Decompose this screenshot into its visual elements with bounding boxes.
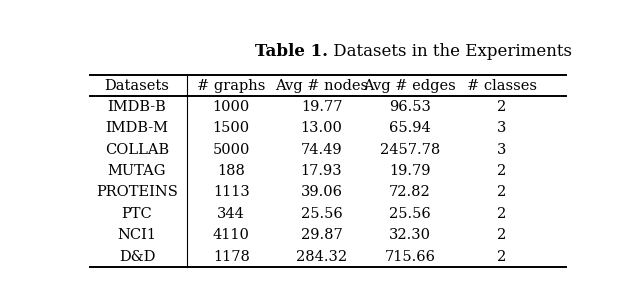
Text: 1178: 1178	[213, 250, 250, 264]
Text: 3: 3	[497, 121, 506, 135]
Text: 19.77: 19.77	[301, 100, 342, 114]
Text: Datasets: Datasets	[104, 78, 170, 92]
Text: 25.56: 25.56	[301, 207, 342, 221]
Text: PROTEINS: PROTEINS	[96, 185, 178, 199]
Text: 3: 3	[497, 143, 506, 157]
Text: COLLAB: COLLAB	[105, 143, 169, 157]
Text: 344: 344	[218, 207, 245, 221]
Text: 188: 188	[218, 164, 245, 178]
Text: 19.79: 19.79	[389, 164, 431, 178]
Text: 96.53: 96.53	[389, 100, 431, 114]
Text: 72.82: 72.82	[389, 185, 431, 199]
Text: 1500: 1500	[212, 121, 250, 135]
Text: 1000: 1000	[212, 100, 250, 114]
Text: Avg # edges: Avg # edges	[364, 78, 456, 92]
Text: 74.49: 74.49	[301, 143, 342, 157]
Text: 17.93: 17.93	[301, 164, 342, 178]
Text: 2: 2	[497, 207, 506, 221]
Text: 65.94: 65.94	[389, 121, 431, 135]
Text: Table 1.: Table 1.	[255, 43, 328, 60]
Text: 284.32: 284.32	[296, 250, 347, 264]
Text: 2: 2	[497, 250, 506, 264]
Text: 2457.78: 2457.78	[380, 143, 440, 157]
Text: 4110: 4110	[213, 228, 250, 242]
Text: 2: 2	[497, 164, 506, 178]
Text: 715.66: 715.66	[385, 250, 435, 264]
Text: 13.00: 13.00	[301, 121, 342, 135]
Text: PTC: PTC	[122, 207, 152, 221]
Text: 25.56: 25.56	[389, 207, 431, 221]
Text: MUTAG: MUTAG	[108, 164, 166, 178]
Text: # classes: # classes	[467, 78, 536, 92]
Text: 29.87: 29.87	[301, 228, 342, 242]
Text: Avg # nodes: Avg # nodes	[275, 78, 368, 92]
Text: 2: 2	[497, 100, 506, 114]
Text: # graphs: # graphs	[197, 78, 266, 92]
Text: 5000: 5000	[212, 143, 250, 157]
Text: 2: 2	[497, 185, 506, 199]
Text: IMDB-M: IMDB-M	[106, 121, 168, 135]
Text: Datasets in the Experiments: Datasets in the Experiments	[328, 43, 572, 60]
Text: 32.30: 32.30	[389, 228, 431, 242]
Text: 2: 2	[497, 228, 506, 242]
Text: D&D: D&D	[119, 250, 156, 264]
Text: 1113: 1113	[213, 185, 250, 199]
Text: 39.06: 39.06	[301, 185, 342, 199]
Text: NCI1: NCI1	[118, 228, 157, 242]
Text: IMDB-B: IMDB-B	[108, 100, 166, 114]
